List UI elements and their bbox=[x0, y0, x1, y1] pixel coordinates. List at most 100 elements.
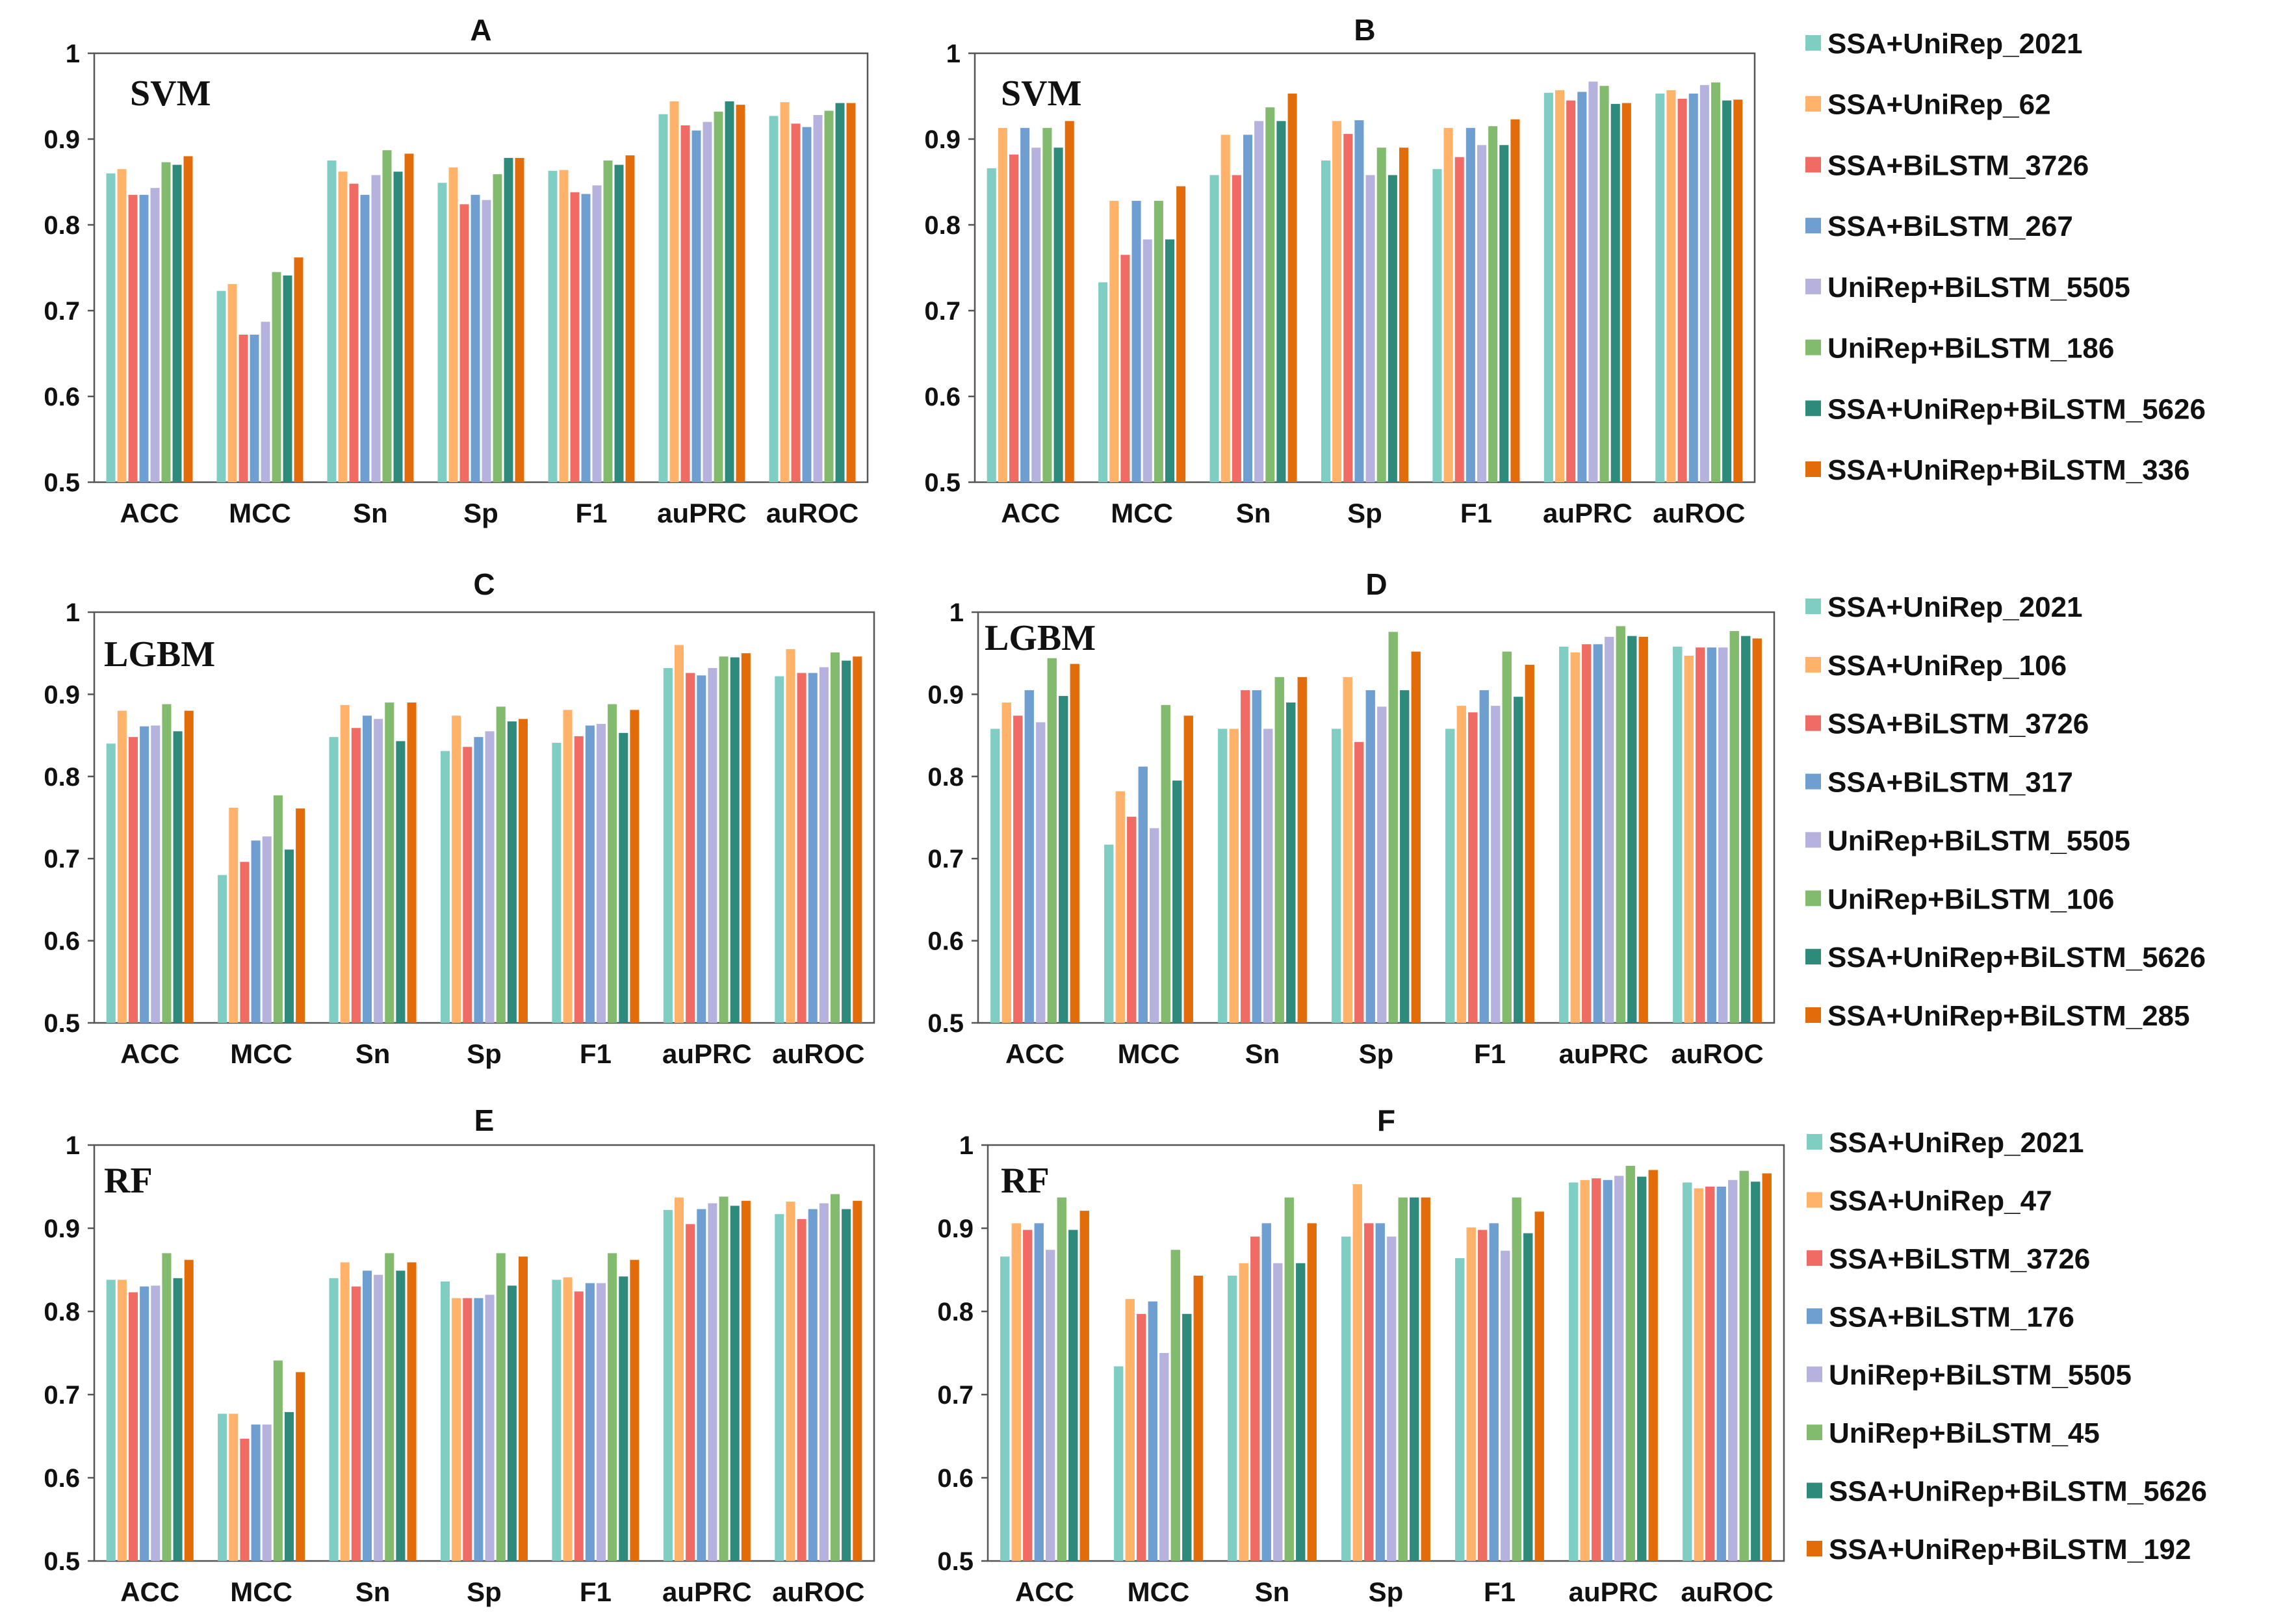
legend-label: SSA+BiLSTM_317 bbox=[1827, 767, 2073, 799]
bar-auprc-ssa-unirep-2021 bbox=[1569, 1182, 1579, 1561]
classifier-label: LGBM bbox=[985, 618, 1096, 658]
bar-sp-unirep-bilstm-5505 bbox=[485, 1295, 495, 1561]
bar-mcc-ssa-unirep-106 bbox=[1115, 791, 1125, 1023]
bar-sp-unirep-bilstm-186 bbox=[1376, 148, 1386, 482]
bar-acc-unirep-bilstm-186 bbox=[161, 162, 171, 482]
bar-sn-ssa-bilstm-267 bbox=[1243, 135, 1253, 482]
x-tick-label: Sn bbox=[1255, 1577, 1290, 1607]
bar-mcc-ssa-unirep-bilstm-5626 bbox=[284, 1411, 294, 1561]
bar-mcc-ssa-unirep-bilstm-192 bbox=[1193, 1275, 1203, 1561]
legend-swatch bbox=[1805, 890, 1821, 907]
y-tick-label: 0.7 bbox=[44, 297, 80, 326]
bar-mcc-unirep-bilstm-5505 bbox=[261, 322, 270, 482]
y-tick-label: 0.8 bbox=[937, 1298, 974, 1326]
bar-auroc-ssa-unirep-bilstm-5626 bbox=[835, 103, 845, 482]
bar-mcc-unirep-bilstm-106 bbox=[1161, 704, 1170, 1023]
bar-f1-unirep-bilstm-5505 bbox=[596, 723, 606, 1023]
bar-f1-ssa-bilstm-267 bbox=[1465, 127, 1475, 483]
bar-sn-ssa-unirep-2021 bbox=[327, 161, 337, 482]
bar-sp-unirep-bilstm-5505 bbox=[482, 200, 491, 482]
legend-label: SSA+BiLSTM_176 bbox=[1829, 1301, 2074, 1333]
bar-sp-ssa-bilstm-3726 bbox=[1354, 741, 1364, 1023]
bar-mcc-unirep-bilstm-45 bbox=[1170, 1250, 1180, 1561]
y-tick-label: 1 bbox=[66, 40, 80, 68]
panel-A: 0.5 0.6 0.7 0.8 0.9 1 ACC MCC Sn Sp F1 auPRC auROC A S… bbox=[44, 13, 869, 528]
bar-auprc-unirep-bilstm-5505 bbox=[708, 1203, 717, 1561]
bar-mcc-ssa-unirep-bilstm-5626 bbox=[284, 849, 294, 1023]
bar-sp-ssa-unirep-bilstm-336 bbox=[1399, 148, 1409, 482]
y-tick-label: 0.6 bbox=[44, 1464, 80, 1493]
bar-auprc-ssa-bilstm-3726 bbox=[686, 1224, 695, 1561]
y-tick-label: 0.8 bbox=[44, 211, 80, 240]
bar-auprc-unirep-bilstm-5505 bbox=[1588, 81, 1598, 482]
legend-swatch bbox=[1807, 1308, 1822, 1324]
bar-mcc-unirep-bilstm-186 bbox=[272, 272, 281, 482]
bar-acc-ssa-unirep-62 bbox=[117, 169, 127, 482]
bar-auroc-unirep-bilstm-186 bbox=[824, 110, 834, 482]
bar-f1-unirep-bilstm-106 bbox=[1502, 651, 1512, 1023]
x-tick-label: auPRC bbox=[657, 498, 747, 528]
bar-sn-ssa-unirep-bilstm-5626 bbox=[396, 1270, 406, 1561]
bar-acc-ssa-bilstm-3726 bbox=[1023, 1230, 1033, 1561]
plot-frame bbox=[987, 1144, 1785, 1562]
legend-swatch bbox=[1805, 656, 1821, 673]
x-tick-label: MCC bbox=[230, 1577, 292, 1607]
x-tick-label: ACC bbox=[1001, 498, 1060, 528]
y-tick-label: 0.8 bbox=[44, 763, 80, 792]
bar-acc-unirep-bilstm-5505 bbox=[1046, 1250, 1055, 1561]
bar-f1-ssa-unirep-bilstm-192 bbox=[1534, 1211, 1544, 1561]
bar-acc-unirep-bilstm-5505 bbox=[1031, 148, 1041, 482]
bar-sn-ssa-bilstm-3726 bbox=[351, 728, 361, 1023]
bar-mcc-ssa-bilstm-3726 bbox=[1127, 816, 1137, 1023]
bar-auprc-unirep-bilstm-5505 bbox=[708, 667, 717, 1023]
bar-sn-ssa-unirep-bilstm-285 bbox=[407, 702, 417, 1023]
legend-swatch bbox=[1807, 1482, 1822, 1499]
bar-auprc-ssa-bilstm-3726 bbox=[680, 125, 690, 482]
bar-auprc-unirep-bilstm-45 bbox=[1625, 1166, 1635, 1561]
legend-label: SSA+UniRep_2021 bbox=[1829, 1127, 2084, 1159]
x-tick-label: F1 bbox=[1474, 1038, 1506, 1069]
bar-sn-ssa-bilstm-176 bbox=[362, 1270, 372, 1561]
bar-auroc-ssa-unirep-bilstm-5626 bbox=[1722, 100, 1732, 483]
bar-f1-unirep-bilstm-5505 bbox=[1477, 145, 1487, 483]
bar-auprc-ssa-unirep-2021 bbox=[1543, 92, 1553, 483]
bar-auprc-ssa-unirep-bilstm-5626 bbox=[730, 657, 740, 1023]
bar-auroc-ssa-bilstm-317 bbox=[808, 673, 818, 1023]
bar-auprc-ssa-unirep-47 bbox=[674, 1197, 684, 1561]
x-tick-label: auROC bbox=[1681, 1577, 1773, 1607]
y-tick-label: 0.7 bbox=[924, 297, 961, 326]
bar-sn-ssa-unirep-47 bbox=[340, 1262, 350, 1561]
bar-sn-ssa-unirep-bilstm-336 bbox=[404, 153, 414, 482]
y-tick-label: 0.6 bbox=[44, 383, 80, 411]
y-tick-label: 0.9 bbox=[927, 680, 964, 709]
bar-sp-unirep-bilstm-5505 bbox=[485, 731, 495, 1023]
bar-acc-ssa-unirep-bilstm-5626 bbox=[1059, 695, 1068, 1023]
bar-mcc-ssa-bilstm-317 bbox=[1138, 766, 1148, 1023]
y-tick-label: 1 bbox=[946, 40, 961, 68]
x-tick-label: auPRC bbox=[662, 1577, 752, 1607]
bar-mcc-ssa-unirep-47 bbox=[229, 1413, 239, 1561]
bar-sn-ssa-bilstm-176 bbox=[1261, 1223, 1271, 1561]
bar-auroc-ssa-bilstm-267 bbox=[1688, 94, 1698, 483]
bar-f1-ssa-bilstm-3726 bbox=[1478, 1230, 1488, 1561]
bar-acc-ssa-unirep-bilstm-5626 bbox=[1053, 148, 1063, 482]
bar-sp-ssa-bilstm-317 bbox=[1365, 690, 1375, 1023]
x-tick-label: auROC bbox=[766, 498, 858, 528]
bar-sp-ssa-unirep-106 bbox=[452, 715, 461, 1023]
bar-auroc-unirep-bilstm-106 bbox=[830, 652, 840, 1023]
x-tick-label: ACC bbox=[120, 1038, 179, 1069]
bar-auroc-ssa-unirep-bilstm-285 bbox=[1752, 638, 1762, 1023]
x-tick-label: Sn bbox=[353, 498, 388, 528]
bar-f1-ssa-bilstm-3726 bbox=[574, 1291, 584, 1561]
bar-auprc-unirep-bilstm-45 bbox=[719, 1196, 729, 1561]
legend-swatch bbox=[1805, 218, 1821, 234]
bar-acc-ssa-unirep-bilstm-5626 bbox=[1068, 1230, 1078, 1561]
bar-acc-ssa-unirep-bilstm-285 bbox=[1070, 664, 1079, 1023]
legend-label: SSA+UniRep_47 bbox=[1829, 1185, 2052, 1217]
bar-auroc-ssa-bilstm-3726 bbox=[1696, 647, 1705, 1023]
legend-swatch bbox=[1807, 1192, 1822, 1208]
legend-label: SSA+UniRep+BiLSTM_5626 bbox=[1827, 393, 2206, 425]
bar-mcc-ssa-bilstm-3726 bbox=[240, 862, 250, 1023]
y-tick-label: 0.9 bbox=[937, 1215, 974, 1243]
